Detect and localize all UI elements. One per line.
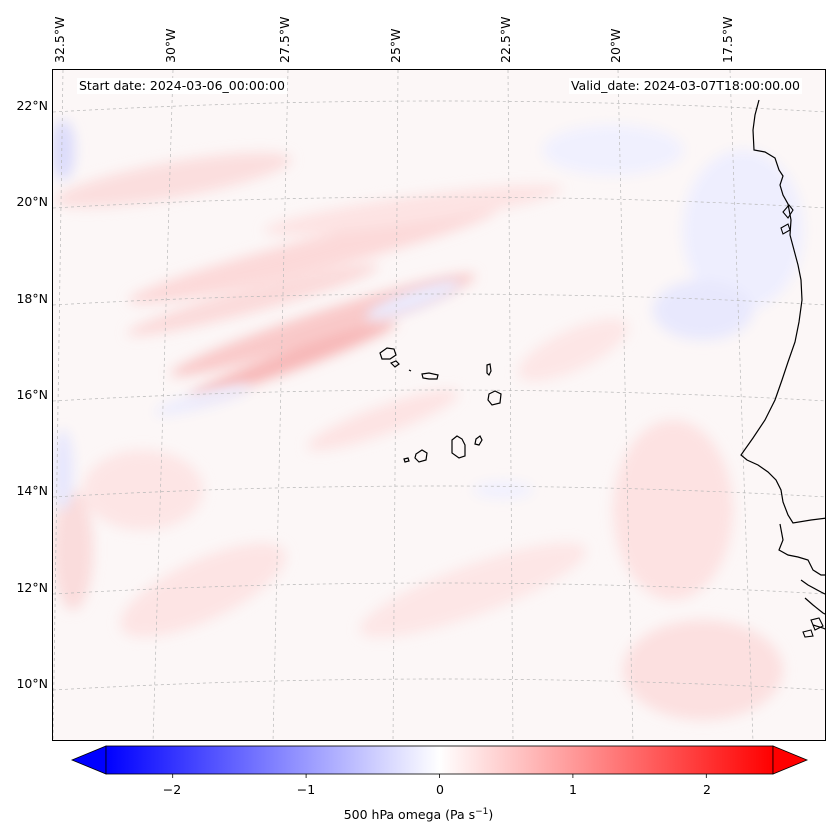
lon-label-25w: 25°W <box>388 28 403 63</box>
coast-inlet-1 <box>782 204 794 219</box>
african-coastline <box>740 99 825 630</box>
omega-negative-patches <box>53 120 803 510</box>
lon-label-30w: 30°W <box>163 28 178 63</box>
lon-label-22-5w: 22.5°W <box>498 16 513 63</box>
parallel-14n <box>53 485 825 498</box>
lat-label-18n: 18°N <box>16 291 48 306</box>
island-sao-vicente <box>389 360 400 368</box>
colorbar-tick-label-0: 0 <box>436 782 444 797</box>
colorbar-body <box>105 745 774 775</box>
island-santa-luzia <box>408 369 412 372</box>
lat-label-12n: 12°N <box>16 580 48 595</box>
meridian-32-5w <box>53 70 64 740</box>
colorbar-ticks <box>172 774 707 778</box>
coast-inlet-2 <box>780 223 791 235</box>
colorbar-tick-label-1: 1 <box>569 782 577 797</box>
lon-label-27-5w: 27.5°W <box>277 16 292 63</box>
colorbar-tick-label-neg2: −2 <box>162 782 182 797</box>
colorbar-title-main: 500 hPa omega (Pa s <box>343 807 476 823</box>
parallel-22n <box>53 100 825 113</box>
colorbar-title: 500 hPa omega (Pa s−1) <box>0 807 837 822</box>
graticule <box>53 70 825 740</box>
valid-date-label: Valid_date: 2024-03-07T18:00:00.00 <box>568 78 802 94</box>
meridian-25w <box>392 70 399 740</box>
map-panel <box>52 69 826 741</box>
lat-label-14n: 14°N <box>16 483 48 498</box>
island-boa-vista <box>487 390 502 406</box>
colorbar-tick-label-neg1: −1 <box>296 782 316 797</box>
parallel-10n <box>53 678 825 691</box>
colorbar-tick-label-2: 2 <box>703 782 711 797</box>
colorbar-max-extend <box>772 745 809 775</box>
start-date-label: Start date: 2024-03-06_00:00:00 <box>77 78 287 94</box>
meridian-22-5w <box>507 70 514 740</box>
lat-label-16n: 16°N <box>16 387 48 402</box>
island-sao-nicolau <box>421 372 439 380</box>
cape-verde-islands <box>379 347 502 463</box>
meridian-17-5w <box>729 70 754 740</box>
island-brava <box>403 457 410 463</box>
island-santo-antao <box>379 347 397 360</box>
colorbar <box>70 745 809 778</box>
bissagos-island-1 <box>810 617 824 631</box>
meridian-30w <box>152 70 174 740</box>
island-fogo <box>414 449 428 463</box>
colorbar-title-end: ) <box>488 807 494 823</box>
parallel-16n <box>53 389 825 402</box>
lon-label-20w: 20°W <box>608 28 623 63</box>
parallel-18n <box>53 293 825 306</box>
lat-label-10n: 10°N <box>16 676 48 691</box>
island-sal <box>486 363 492 377</box>
map-canvas <box>53 70 825 740</box>
meridian-27-5w <box>272 70 289 740</box>
meridian-20w <box>617 70 634 740</box>
lon-label-32-5w: 32.5°W <box>52 16 67 63</box>
colorbar-min-extend <box>70 745 107 775</box>
island-santiago <box>451 435 466 459</box>
parallel-12n <box>53 582 825 595</box>
lat-label-22n: 22°N <box>16 98 48 113</box>
lon-label-17-5w: 17.5°W <box>720 16 735 63</box>
colorbar-title-sup: −1 <box>475 807 489 817</box>
parallel-20n <box>53 196 825 209</box>
lat-label-20n: 20°N <box>16 194 48 209</box>
island-maio <box>474 435 483 446</box>
bissagos-island-2 <box>802 629 814 638</box>
